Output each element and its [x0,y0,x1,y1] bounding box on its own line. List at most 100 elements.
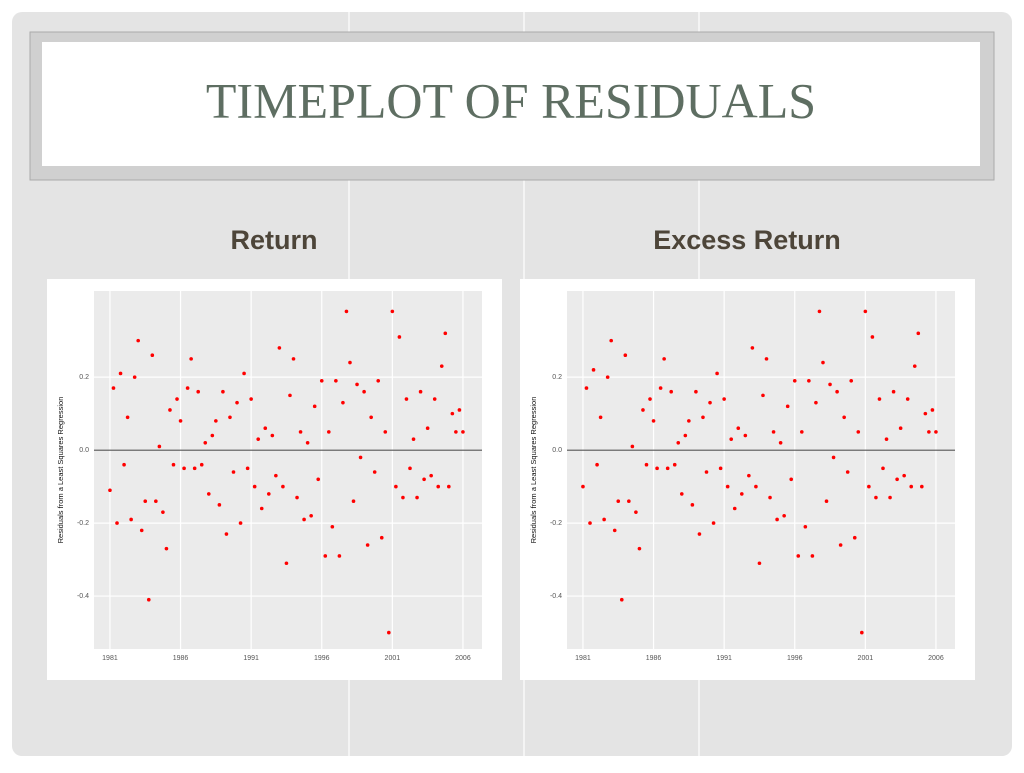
data-point [319,378,324,383]
data-point [118,371,123,376]
data-point [351,499,356,504]
data-point [930,408,935,412]
data-point [390,309,395,314]
data-point [242,371,246,376]
data-point [383,430,388,434]
data-point [330,524,335,529]
data-point [902,473,906,478]
data-point [884,437,889,441]
data-point [341,400,345,405]
data-point [690,503,695,507]
data-point [584,386,589,390]
data-point [397,335,402,339]
data-point [877,397,882,401]
data-point [634,510,638,514]
data-point [461,430,465,434]
data-point [768,495,772,500]
x-tick-label: 1991 [716,655,732,662]
data-point [789,477,794,482]
data-point [436,484,441,489]
data-point [694,389,698,394]
data-point [736,426,741,431]
data-point [669,389,674,394]
data-point [249,397,253,401]
data-point [637,546,642,551]
data-point [235,400,239,405]
data-point [394,484,398,489]
data-point [401,495,405,500]
data-point [814,400,818,405]
data-point [362,389,366,394]
x-tick-label: 1996 [314,655,330,662]
data-point [665,466,670,471]
data-point [115,521,119,525]
data-point [376,378,381,383]
data-point [245,466,250,471]
data-point [334,378,338,383]
data-point [270,433,275,438]
data-point [305,441,310,445]
data-point [581,484,585,489]
data-point [182,466,186,471]
data-point [387,630,391,635]
data-point [256,437,261,441]
y-tick-label: -0.2 [77,520,89,527]
data-point [641,408,645,412]
data-point [418,389,423,394]
data-point [189,357,193,361]
data-point [612,528,617,533]
data-point [807,378,811,383]
data-point [337,554,342,558]
data-point [898,426,903,431]
data-point [831,455,836,460]
data-point [810,554,815,558]
data-point [754,484,758,489]
data-point [687,419,691,423]
data-point [856,430,861,434]
data-point [355,382,359,387]
x-tick-label: 1991 [243,655,259,662]
data-point [422,477,426,482]
data-point [277,346,282,350]
data-point [934,430,938,434]
data-point [683,433,688,438]
data-point [792,378,797,383]
data-point [323,554,328,558]
data-point [616,499,621,504]
data-point [757,561,762,566]
y-axis-label: Residuals from a Least Squares Regressio… [529,397,538,544]
data-point [411,437,416,441]
data-point [192,466,197,471]
chart-subtitle: Excess Return [653,225,841,255]
data-point [722,397,726,401]
data-point [785,404,790,409]
data-point [849,378,854,383]
plot-panel [567,291,955,649]
data-point [454,430,458,434]
data-point [715,371,719,376]
x-tick-label: 2001 [858,655,874,662]
data-point [125,415,130,420]
x-tick-label: 1986 [646,655,662,662]
data-point [161,510,165,514]
data-point [888,495,892,500]
data-point [298,430,303,434]
data-point [912,364,917,368]
data-point [344,309,349,314]
data-point [923,411,928,416]
x-tick-label: 2006 [928,655,944,662]
y-tick-label: 0.0 [552,447,562,454]
data-point [252,484,257,489]
data-point [651,419,656,423]
data-point [439,364,444,368]
data-point [644,462,649,467]
data-point [881,466,885,471]
data-point [312,404,317,409]
data-point [747,473,751,478]
data-point [217,503,222,507]
data-point [817,309,822,314]
data-point [129,517,133,522]
data-point [609,338,613,343]
data-point [595,462,599,467]
x-tick-label: 1986 [173,655,189,662]
